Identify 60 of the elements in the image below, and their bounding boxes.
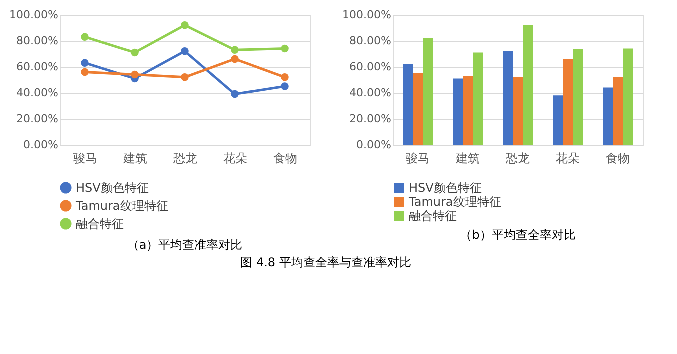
bar [523, 25, 533, 145]
x-tick-label: 恐龙 [172, 152, 198, 166]
x-tick-label: 食物 [606, 152, 630, 166]
point [231, 55, 239, 64]
legend-label: Tamura纹理特征 [75, 199, 168, 213]
y-tick-label: 60.00% [16, 60, 58, 74]
point [131, 48, 139, 57]
bar [553, 96, 563, 145]
legend-label: HSV颜色特征 [76, 181, 149, 195]
y-tick-label: 40.00% [16, 86, 58, 100]
legend-label: HSV颜色特征 [409, 181, 482, 195]
y-tick-label: 60.00% [350, 60, 392, 74]
point [81, 59, 89, 67]
x-tick-label: 骏马 [406, 152, 430, 166]
y-tick-label: 0.00% [356, 138, 392, 152]
x-tick-label: 食物 [274, 152, 298, 166]
caption: 图 4.8 平均查全率与查准率对比 [240, 256, 412, 270]
text: （b）平均查全率对比 [460, 228, 576, 242]
bar [423, 38, 433, 145]
y-tick-label: 100.00% [10, 8, 58, 22]
x-tick-label: 花朵 [556, 152, 580, 166]
x-tick-label: 恐龙 [505, 152, 530, 166]
y-tick-label: 100.00% [342, 8, 392, 22]
y-tick-label: 80.00% [16, 34, 58, 48]
point [181, 22, 189, 30]
point [81, 33, 89, 41]
y-tick-label: 0.00% [24, 138, 58, 152]
bar [453, 78, 463, 145]
legend-label: Tamura纹理特征 [408, 195, 502, 209]
bar [623, 48, 633, 145]
bar [403, 64, 413, 145]
y-tick-label: 80.00% [350, 34, 392, 48]
text: （a）平均查准率对比 [127, 238, 243, 252]
x-tick-label: 花朵 [224, 152, 248, 166]
point [281, 82, 289, 90]
point [231, 90, 239, 98]
y-tick-label: 40.00% [350, 86, 392, 100]
point [181, 74, 189, 82]
x-tick-label: 骏马 [74, 152, 98, 166]
legend-label: 融合特征 [409, 209, 457, 223]
bar [473, 52, 483, 145]
point [231, 46, 239, 54]
x-tick-label: 建筑 [455, 152, 480, 166]
bar [413, 74, 423, 145]
bar [463, 76, 473, 145]
bar [573, 49, 583, 145]
y-tick-label: 20.00% [16, 112, 58, 126]
point [181, 48, 189, 56]
point [281, 74, 289, 82]
legend-label: 融合特征 [76, 217, 124, 231]
bar [513, 77, 523, 145]
bar [603, 88, 613, 145]
bar [563, 59, 573, 145]
bar [613, 77, 623, 145]
y-tick-label: 20.00% [350, 112, 392, 126]
point [81, 68, 89, 76]
x-tick-label: 建筑 [122, 152, 148, 166]
bar [503, 51, 513, 145]
point [131, 70, 139, 79]
point [281, 44, 289, 53]
